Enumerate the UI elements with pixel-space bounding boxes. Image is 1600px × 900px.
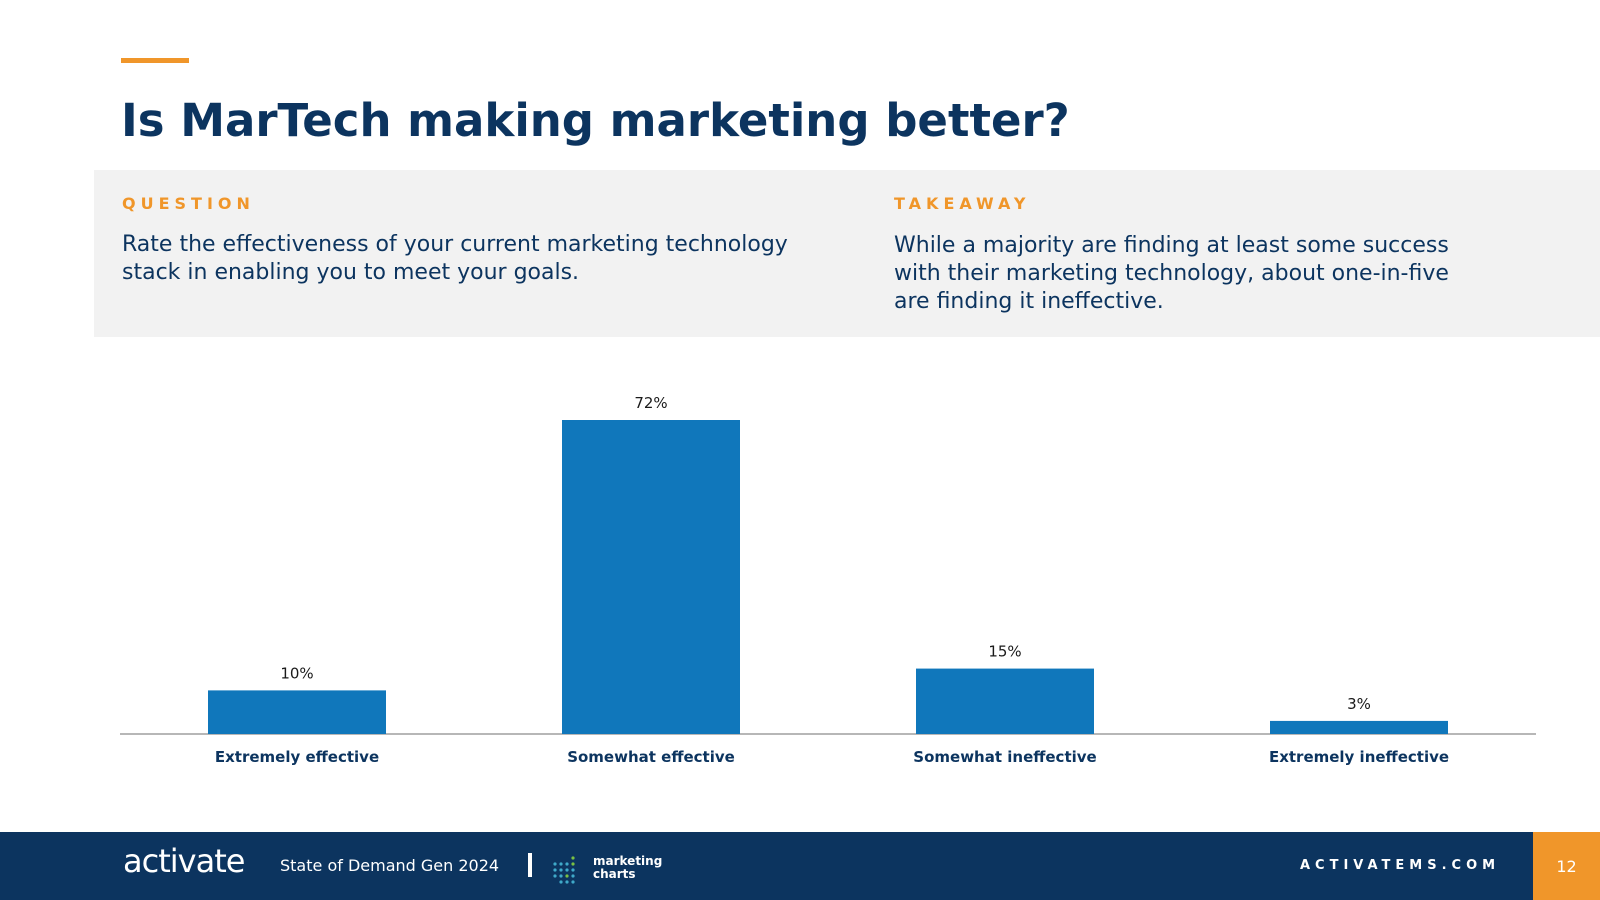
bar-3 [1270,720,1448,734]
category-label-2: Somewhat ineffective [913,748,1096,766]
page-number-box: 12 [1533,832,1600,900]
bar-0 [208,690,386,734]
question-text: Rate the effectiveness of your current m… [122,232,788,285]
page-title: Is MarTech making marketing better? [121,94,1070,147]
footer: activate State of Demand Gen 2024 market… [0,832,1600,900]
footer-divider [528,853,532,877]
data-label-3: 3% [1347,695,1371,713]
data-label-1: 72% [634,394,667,412]
bar-chart: 10% Extremely effective 72% Somewhat effect… [120,394,1536,766]
data-label-0: 10% [280,664,313,682]
data-label-2: 15% [988,643,1021,661]
page-number: 12 [1556,857,1577,876]
bar-1 [562,420,740,734]
category-label-1: Somewhat effective [567,748,735,766]
category-label-3: Extremely ineffective [1269,748,1449,766]
bar-2 [916,668,1094,734]
takeaway-label: TAKEAWAY [894,194,1031,213]
partner-logo-text: marketing charts [593,855,662,881]
activate-logo: activate [123,842,245,880]
question-label: QUESTION [122,194,255,213]
website-link[interactable]: ACTIVATEMS.COM [1300,858,1501,873]
report-name: State of Demand Gen 2024 [280,856,500,875]
title-accent-bar [121,58,189,63]
category-label-0: Extremely effective [215,748,379,766]
partner-line-2: charts [593,867,636,881]
info-panel: QUESTION Rate the effectiveness of your … [94,170,1600,337]
partner-line-1: marketing [593,854,663,868]
takeaway-text: While a majority are finding at least so… [894,233,1449,314]
dots-icon [553,856,575,884]
